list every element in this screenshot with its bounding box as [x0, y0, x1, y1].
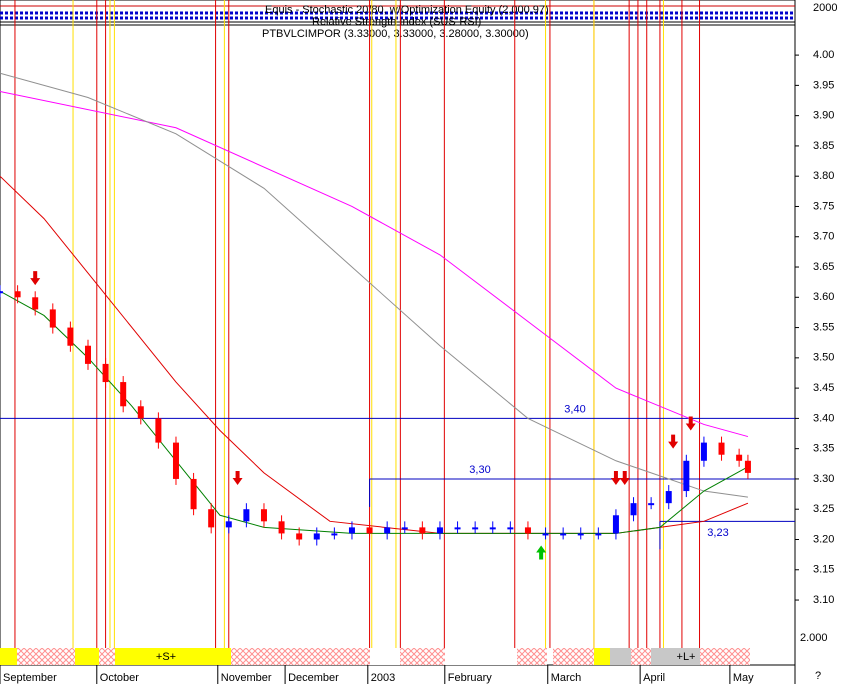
x-tick-label: October — [100, 672, 139, 684]
candle — [524, 527, 531, 534]
candle — [630, 503, 637, 516]
candle — [208, 509, 215, 528]
sell-arrow — [232, 470, 243, 485]
y-tick-label: 3.70 — [813, 231, 834, 243]
candle — [542, 533, 549, 536]
axis-label: 2.000 — [800, 632, 828, 644]
top-strip — [0, 5, 795, 26]
candle — [595, 533, 602, 536]
candle — [190, 478, 197, 510]
candle — [384, 527, 391, 534]
candle — [14, 291, 21, 298]
buy-arrow — [536, 545, 547, 560]
level-label: 3,23 — [707, 527, 728, 539]
candle — [419, 527, 426, 534]
candle — [454, 527, 461, 530]
y-tick-label: 3.45 — [813, 382, 834, 394]
candle — [718, 442, 725, 455]
chart-subtitle: Relative Strength Index (SUS-RSI) — [312, 16, 481, 28]
candle — [577, 533, 584, 536]
y-tick-label: 3.40 — [813, 412, 834, 424]
candle — [560, 533, 567, 536]
y-tick-label: 3.10 — [813, 594, 834, 606]
x-tick-label: April — [643, 672, 665, 684]
y-tick-label: 3.25 — [813, 503, 834, 515]
y-tick-label: 3.15 — [813, 564, 834, 576]
y-tick-label: 3.95 — [813, 79, 834, 91]
candle — [401, 527, 408, 530]
candle — [612, 515, 619, 534]
moving-average — [0, 290, 749, 534]
candle — [348, 527, 355, 534]
y-tick-label: 3.65 — [813, 261, 834, 273]
chart-title: Equis - Stochastic 20/80, w/Optimization… — [265, 4, 549, 16]
moving-average — [0, 72, 748, 498]
symbol-label: PTBVLCIMPOR (3.33000, 3.33000, 3.28000, … — [262, 28, 529, 40]
candle — [683, 460, 690, 492]
y-tick-label: 3.75 — [813, 200, 834, 212]
candle — [331, 533, 338, 536]
candle — [507, 527, 514, 530]
candle — [172, 442, 179, 479]
candle — [436, 527, 443, 534]
y-tick-label: 3.85 — [813, 140, 834, 152]
candle — [155, 418, 162, 443]
corner-label: ? — [815, 670, 821, 682]
candle — [736, 454, 743, 461]
sell-arrow — [610, 470, 621, 485]
signal-band — [0, 648, 750, 665]
candle — [366, 527, 373, 534]
candle — [278, 521, 285, 534]
candle — [243, 509, 250, 522]
x-tick-label: February — [448, 672, 493, 684]
x-tick-label: September — [3, 672, 57, 684]
candle — [120, 382, 127, 407]
candle — [225, 521, 232, 528]
candle — [49, 309, 56, 328]
axis-label: 2000 — [813, 2, 837, 14]
candle — [137, 406, 144, 419]
y-tick-label: 3.35 — [813, 443, 834, 455]
x-tick-label: May — [733, 672, 754, 684]
x-tick-label: 2003 — [371, 672, 395, 684]
y-tick-label: 3.60 — [813, 291, 834, 303]
y-tick-label: 3.50 — [813, 352, 834, 364]
candle — [744, 460, 751, 473]
band-label: +L+ — [677, 651, 696, 663]
sell-arrow — [685, 416, 696, 431]
candle — [665, 491, 672, 504]
y-tick-label: 3.90 — [813, 110, 834, 122]
candle — [648, 503, 655, 506]
candle — [472, 527, 479, 530]
candle — [260, 509, 267, 522]
band-label: +S+ — [156, 651, 176, 663]
candle — [489, 527, 496, 530]
y-tick-label: 4.00 — [813, 49, 834, 61]
candle — [102, 363, 109, 383]
plot-area — [0, 0, 796, 666]
x-tick-label: March — [551, 672, 582, 684]
sell-arrow — [30, 271, 41, 286]
level-label: 3,30 — [469, 464, 490, 476]
candle — [0, 291, 3, 294]
candle — [700, 442, 707, 461]
level-label: 3,40 — [564, 403, 585, 415]
y-tick-label: 3.20 — [813, 533, 834, 545]
y-tick-label: 3.80 — [813, 170, 834, 182]
x-tick-label: December — [288, 672, 339, 684]
candle — [296, 533, 303, 540]
candle — [84, 345, 91, 364]
sell-arrow — [619, 470, 630, 485]
y-tick-label: 3.55 — [813, 321, 834, 333]
candle — [313, 533, 320, 540]
x-tick-label: November — [221, 672, 272, 684]
candle — [67, 327, 74, 346]
sell-arrow — [668, 434, 679, 449]
y-tick-label: 3.30 — [813, 473, 834, 485]
candle — [32, 297, 39, 310]
